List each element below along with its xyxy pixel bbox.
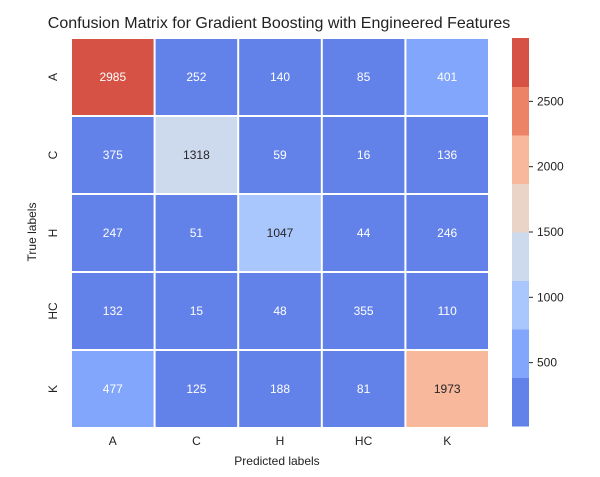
heatmap-cell	[322, 39, 405, 115]
y-axis-label: True labels	[25, 203, 39, 262]
cell-value-label: 110	[438, 304, 457, 318]
colorbar-segment	[512, 329, 529, 378]
cell-value-label: 59	[273, 148, 287, 162]
y-tick-label: A	[46, 73, 60, 81]
heatmap-cell	[155, 195, 238, 271]
cell-value-label: 140	[270, 70, 290, 84]
cell-value-label: 125	[186, 382, 206, 396]
x-axis-tick-labels: A C H HC K	[109, 434, 451, 448]
heatmap-cell	[72, 39, 154, 115]
colorbar-segment	[512, 86, 529, 136]
colorbar-segment	[512, 377, 529, 427]
chart-title: Confusion Matrix for Gradient Boosting w…	[48, 15, 510, 32]
heatmap-cell	[322, 195, 405, 271]
heatmap-cell	[72, 273, 154, 349]
cell-value-label: 44	[357, 226, 371, 240]
heatmap-cell	[406, 195, 488, 271]
colorbar-segment	[512, 135, 529, 184]
cell-value-label: 51	[190, 226, 204, 240]
colorbar-tick-label: 1000	[537, 290, 564, 304]
cell-value-label: 85	[357, 70, 371, 84]
heatmap-cell	[239, 117, 321, 193]
cell-value-label: 81	[357, 382, 371, 396]
y-axis-tick-labels: A C H HC K	[46, 73, 60, 393]
y-tick-label: C	[46, 150, 60, 159]
colorbar-segment	[512, 280, 529, 330]
colorbar-tick-label: 1500	[537, 225, 564, 239]
cell-value-label: 401	[437, 70, 457, 84]
cell-value-label: 477	[103, 382, 123, 396]
cell-value-label: 136	[437, 148, 457, 162]
cell-value-label: 2985	[99, 70, 126, 84]
colorbar-segment	[512, 38, 529, 87]
heatmap-cell	[322, 351, 405, 427]
cell-value-label: 247	[103, 226, 123, 240]
colorbar-tick-labels: 500 1000 1500 2000 2500	[529, 94, 564, 370]
x-tick-label: C	[192, 434, 201, 448]
heatmap-cell	[406, 39, 488, 115]
colorbar	[512, 38, 529, 427]
heatmap-cell	[155, 117, 238, 193]
x-tick-label: H	[276, 434, 285, 448]
heatmap-cell	[406, 117, 488, 193]
colorbar-segment	[512, 183, 529, 233]
cell-value-label: 1973	[434, 382, 461, 396]
colorbar-tick-label: 500	[537, 356, 557, 370]
y-tick-label: H	[46, 229, 60, 238]
cell-value-label: 252	[186, 70, 206, 84]
cell-value-label: 375	[103, 148, 123, 162]
cell-value-label: 16	[357, 148, 371, 162]
heatmap-cell	[239, 39, 321, 115]
cell-value-label: 1318	[183, 148, 210, 162]
cell-value-label: 15	[190, 304, 204, 318]
colorbar-tick-label: 2500	[537, 94, 564, 108]
heatmap-cell-labels: 2985 252 140 85 401 375 1318 59 16 136 247 51 1047 44…	[99, 70, 460, 396]
heatmap-cell	[155, 351, 238, 427]
heatmap-cell	[322, 273, 405, 349]
x-tick-label: K	[443, 434, 451, 448]
y-tick-label: HC	[46, 302, 60, 320]
heatmap-cell	[155, 273, 238, 349]
cell-value-label: 132	[103, 304, 123, 318]
heatmap-cell	[322, 117, 405, 193]
heatmap-cell	[72, 117, 154, 193]
cell-value-label: 355	[354, 304, 374, 318]
heatmap-cell	[239, 351, 321, 427]
heatmap-cell	[72, 195, 154, 271]
heatmap-cell	[72, 351, 154, 427]
cell-value-label: 246	[437, 226, 457, 240]
x-tick-label: A	[109, 434, 117, 448]
heatmap-cell	[239, 195, 321, 271]
colorbar-segment	[512, 232, 529, 281]
x-tick-label: HC	[355, 434, 373, 448]
x-axis-label: Predicted labels	[234, 454, 319, 468]
y-tick-label: K	[46, 385, 60, 393]
heatmap-cell	[406, 351, 488, 427]
colorbar-tick-label: 2000	[537, 160, 564, 174]
cell-value-label: 48	[273, 304, 287, 318]
heatmap-cell	[406, 273, 488, 349]
cell-value-label: 188	[270, 382, 290, 396]
cell-value-label: 1047	[267, 226, 294, 240]
heatmap-cell	[155, 39, 238, 115]
heatmap-cells	[72, 39, 488, 427]
heatmap-cell	[239, 273, 321, 349]
